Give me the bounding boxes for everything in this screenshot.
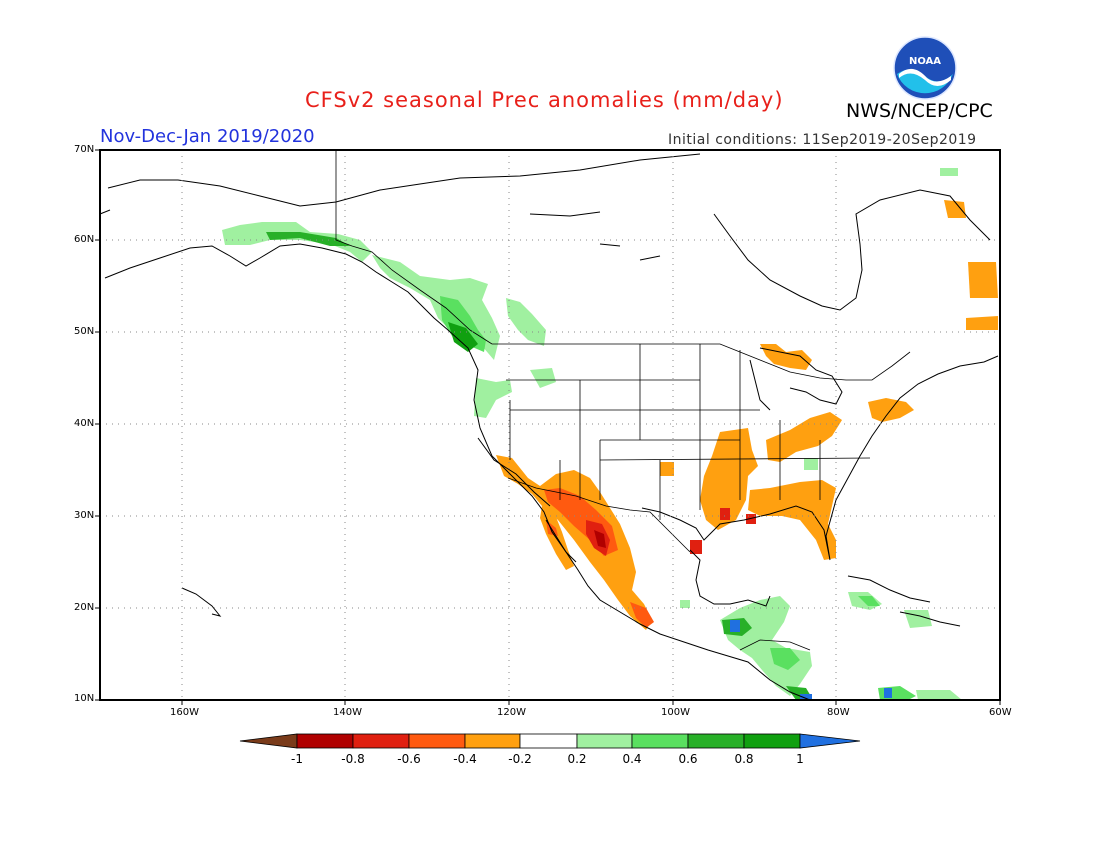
lat-label-50n: 50N bbox=[74, 326, 95, 337]
political-borders bbox=[335, 150, 911, 651]
lat-label-30n: 30N bbox=[74, 510, 95, 521]
lat-label-60n: 60N bbox=[74, 234, 95, 245]
lat-label-40n: 40N bbox=[74, 418, 95, 429]
tick-marks bbox=[95, 149, 1001, 705]
forecast-period: Nov-Dec-Jan 2019/2020 bbox=[100, 126, 315, 147]
coastlines bbox=[99, 153, 999, 701]
colorbar-tick: 0.6 bbox=[678, 752, 698, 766]
colorbar-bin-3 bbox=[408, 733, 466, 749]
colorbar-tick: 0.8 bbox=[734, 752, 754, 766]
colorbar-above-max bbox=[799, 733, 861, 749]
colorbar-bin-5 bbox=[519, 733, 578, 749]
lon-label-100w: 100W bbox=[661, 707, 690, 718]
lon-label-160w: 160W bbox=[170, 707, 199, 718]
map-frame bbox=[99, 149, 1001, 701]
lon-label-60w: 60W bbox=[989, 707, 1012, 718]
colorbar-bin-2 bbox=[352, 733, 410, 749]
colorbar-below-min bbox=[239, 733, 298, 749]
colorbar-tick: 0.2 bbox=[567, 752, 587, 766]
colorbar-tick: -0.4 bbox=[453, 752, 477, 766]
colorbar-tick: -0.2 bbox=[508, 752, 532, 766]
agency-label: NWS/NCEP/CPC bbox=[846, 100, 993, 122]
anomaly-shading bbox=[222, 168, 998, 700]
colorbar-bin-1 bbox=[296, 733, 354, 749]
colorbar bbox=[239, 733, 861, 749]
colorbar-tick: -1 bbox=[291, 752, 303, 766]
lon-label-80w: 80W bbox=[827, 707, 850, 718]
colorbar-bin-7 bbox=[631, 733, 689, 749]
lon-label-140w: 140W bbox=[333, 707, 362, 718]
lat-label-20n: 20N bbox=[74, 602, 95, 613]
initial-conditions: Initial conditions: 11Sep2019-20Sep2019 bbox=[668, 132, 977, 148]
noaa-logo: NOAA bbox=[893, 36, 957, 100]
colorbar-tick: 0.4 bbox=[622, 752, 642, 766]
colorbar-bin-6 bbox=[576, 733, 633, 749]
colorbar-tick: 1 bbox=[796, 752, 804, 766]
svg-text:NOAA: NOAA bbox=[909, 56, 941, 67]
lat-label-70n: 70N bbox=[74, 144, 95, 155]
lon-label-120w: 120W bbox=[497, 707, 526, 718]
colorbar-bin-9 bbox=[743, 733, 801, 749]
graticule bbox=[100, 150, 1000, 700]
colorbar-bin-8 bbox=[687, 733, 745, 749]
colorbar-tick: -0.8 bbox=[341, 752, 365, 766]
map-title: CFSv2 seasonal Prec anomalies (mm/day) bbox=[305, 88, 784, 112]
colorbar-tick: -0.6 bbox=[397, 752, 421, 766]
lat-label-10n: 10N bbox=[74, 693, 95, 704]
colorbar-bin-4 bbox=[464, 733, 521, 749]
